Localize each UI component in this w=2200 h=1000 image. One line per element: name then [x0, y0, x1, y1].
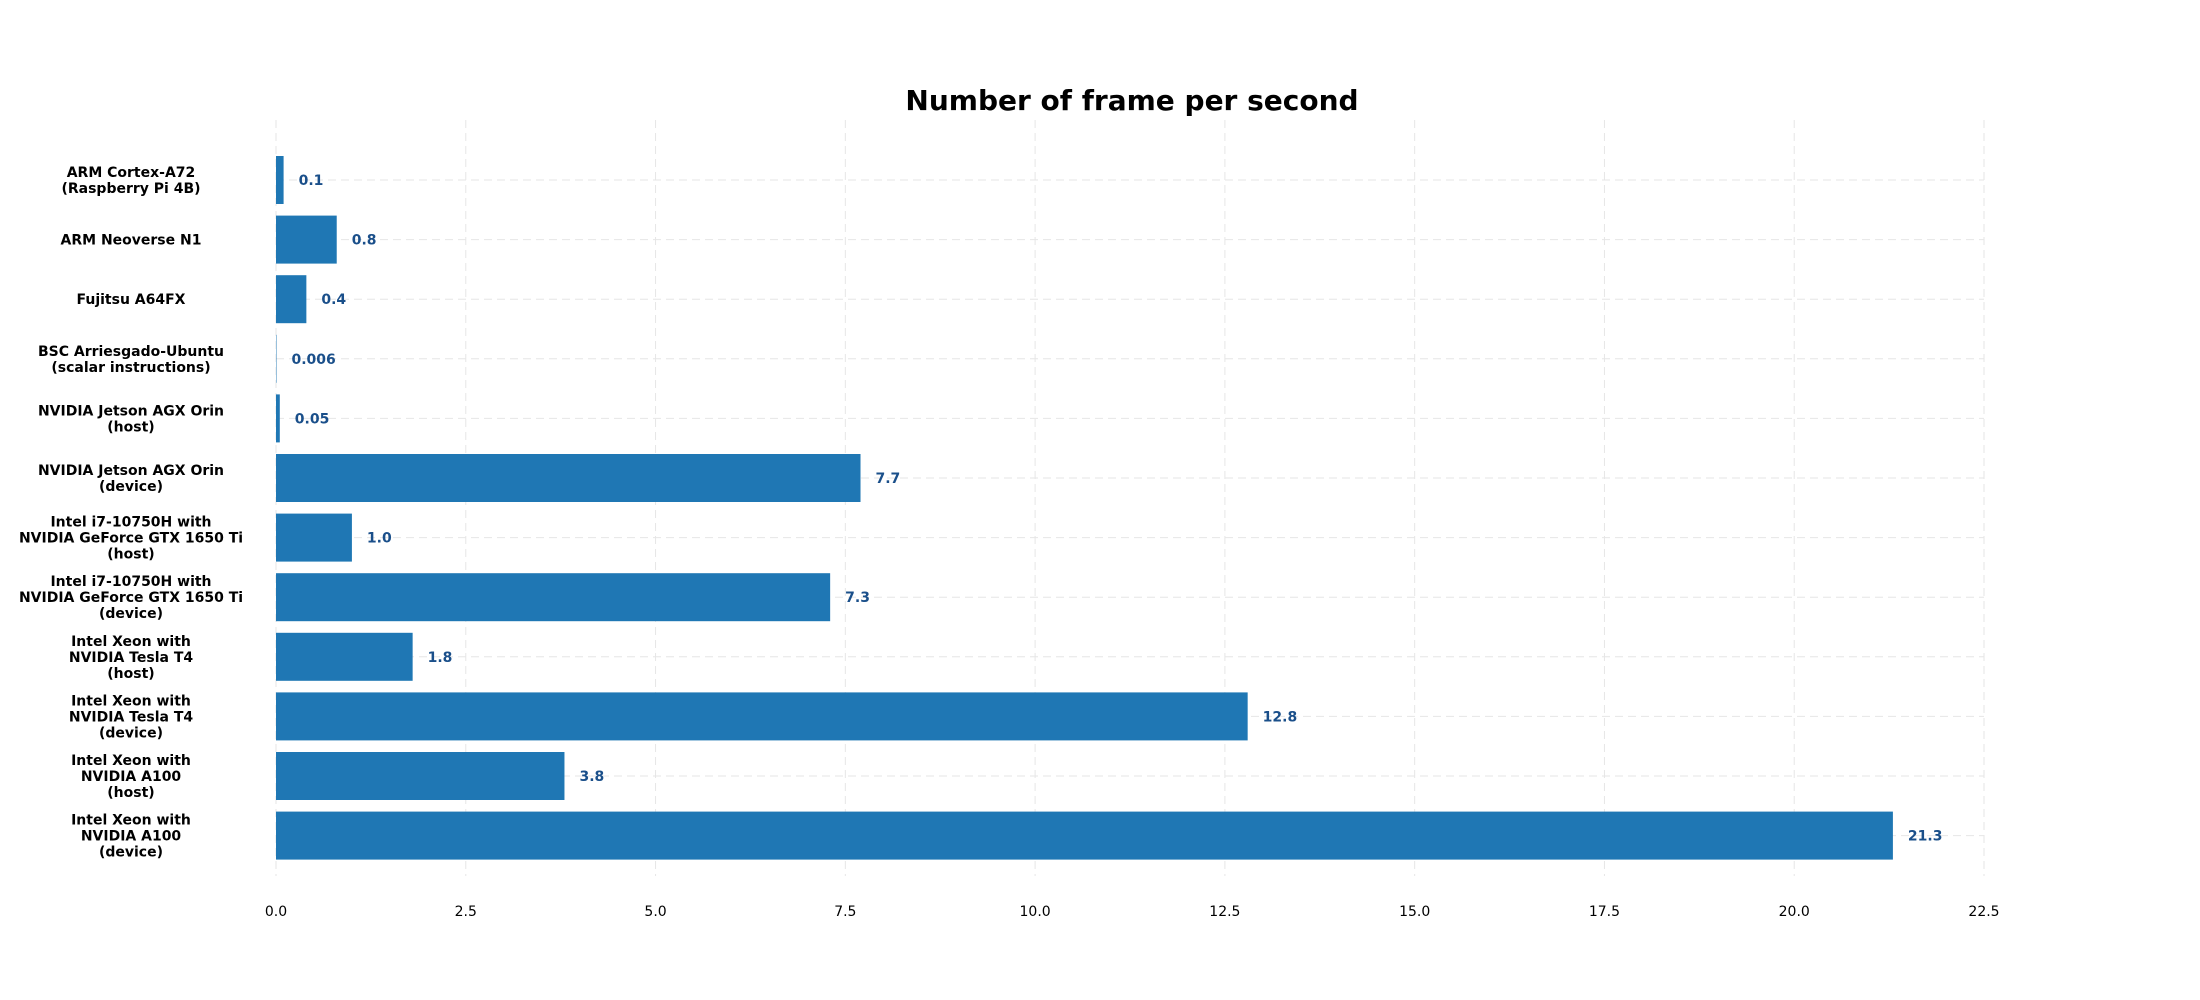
category-label-line: NVIDIA GeForce GTX 1650 Ti — [19, 531, 243, 547]
category-label-line: NVIDIA Jetson AGX Orin — [38, 463, 224, 479]
bar-value-label: 12.8 — [1263, 709, 1298, 725]
category-label-line: NVIDIA Tesla T4 — [69, 650, 193, 666]
bar — [276, 811, 1893, 860]
category-label: Fujitsu A64FX — [77, 292, 186, 308]
bar-value-label: 7.3 — [845, 590, 870, 606]
bar — [276, 692, 1248, 741]
category-label-line: Intel i7-10750H with — [50, 515, 211, 531]
category-label-line: ARM Neoverse N1 — [61, 233, 202, 249]
category-label-line: NVIDIA Jetson AGX Orin — [38, 403, 224, 419]
x-tick-label: 10.0 — [1020, 904, 1051, 920]
bar — [276, 752, 565, 800]
category-label-line: NVIDIA GeForce GTX 1650 Ti — [19, 590, 243, 606]
bar — [276, 632, 413, 681]
category-label: BSC Arriesgado-Ubuntu (scalar instruction… — [38, 344, 224, 376]
x-tick-label: 5.0 — [644, 904, 666, 920]
category-label-line: (device) — [99, 479, 163, 495]
bar — [276, 394, 280, 443]
category-label-line: NVIDIA Tesla T4 — [69, 709, 193, 725]
category-label-line: (host) — [107, 785, 154, 801]
category-label: ARM Cortex-A72 (Raspberry Pi 4B) — [61, 165, 200, 197]
category-label-line: Intel Xeon with — [71, 634, 191, 650]
category-label-line: (device) — [99, 845, 163, 861]
bar-value-label: 0.4 — [321, 292, 346, 308]
bar-value-label: 3.8 — [579, 769, 604, 785]
category-label-line: (device) — [99, 606, 163, 622]
x-tick-label: 0.0 — [265, 904, 287, 920]
bar-value-label: 21.3 — [1908, 829, 1943, 845]
category-label-line: ARM Cortex-A72 — [67, 165, 196, 181]
category-label: Intel i7-10750H with NVIDIA GeForce GTX 1… — [19, 574, 243, 622]
category-label: NVIDIA Jetson AGX Orin (host) — [38, 403, 224, 435]
x-tick-label: 15.0 — [1399, 904, 1430, 920]
category-label: ARM Neoverse N1 — [61, 233, 202, 249]
category-label-line: Fujitsu A64FX — [77, 292, 186, 308]
category-label-line: Intel Xeon with — [71, 813, 191, 829]
category-label: Intel Xeon with NVIDIA A100 (device) — [71, 813, 191, 861]
category-label-line: Intel Xeon with — [71, 693, 191, 709]
bar-value-label: 0.05 — [295, 411, 330, 427]
bar-value-label: 0.8 — [352, 233, 377, 249]
bar-value-label: 0.1 — [299, 173, 324, 189]
bar-value-label: 1.0 — [367, 531, 392, 547]
x-tick-label: 20.0 — [1779, 904, 1810, 920]
category-label: Intel Xeon with NVIDIA A100 (host) — [71, 753, 191, 801]
bar-value-label: 0.006 — [291, 352, 335, 368]
bar — [276, 513, 352, 562]
category-label-line: NVIDIA A100 — [81, 829, 182, 845]
bar — [276, 454, 861, 502]
category-label-line: (Raspberry Pi 4B) — [61, 181, 200, 197]
category-label-line: (scalar instructions) — [51, 360, 210, 376]
x-tick-label: 2.5 — [455, 904, 477, 920]
category-label-line: BSC Arriesgado-Ubuntu — [38, 344, 224, 360]
x-tick-label: 22.5 — [1968, 904, 1999, 920]
category-label-line: NVIDIA A100 — [81, 769, 182, 785]
bar-value-label: 7.7 — [876, 471, 901, 487]
x-tick-label: 17.5 — [1589, 904, 1620, 920]
bar-value-label: 1.8 — [428, 650, 453, 666]
x-tick-label: 7.5 — [834, 904, 856, 920]
category-label-line: Intel Xeon with — [71, 753, 191, 769]
category-label-line: (host) — [107, 547, 154, 563]
bar — [276, 156, 284, 204]
bar — [276, 573, 831, 622]
category-label: Intel i7-10750H with NVIDIA GeForce GTX 1… — [19, 515, 243, 563]
category-label-line: (host) — [107, 419, 154, 435]
x-tick-label: 12.5 — [1209, 904, 1240, 920]
category-label: Intel Xeon with NVIDIA Tesla T4 (device) — [69, 693, 193, 741]
chart-title: Number of frame per second — [905, 84, 1359, 117]
bar — [276, 275, 307, 324]
category-label-line: (device) — [99, 725, 163, 741]
category-label: NVIDIA Jetson AGX Orin (device) — [38, 463, 224, 495]
category-label: Intel Xeon with NVIDIA Tesla T4 (host) — [69, 634, 193, 682]
category-label-line: (host) — [107, 666, 154, 682]
bar — [276, 215, 337, 264]
category-label-line: Intel i7-10750H with — [50, 574, 211, 590]
